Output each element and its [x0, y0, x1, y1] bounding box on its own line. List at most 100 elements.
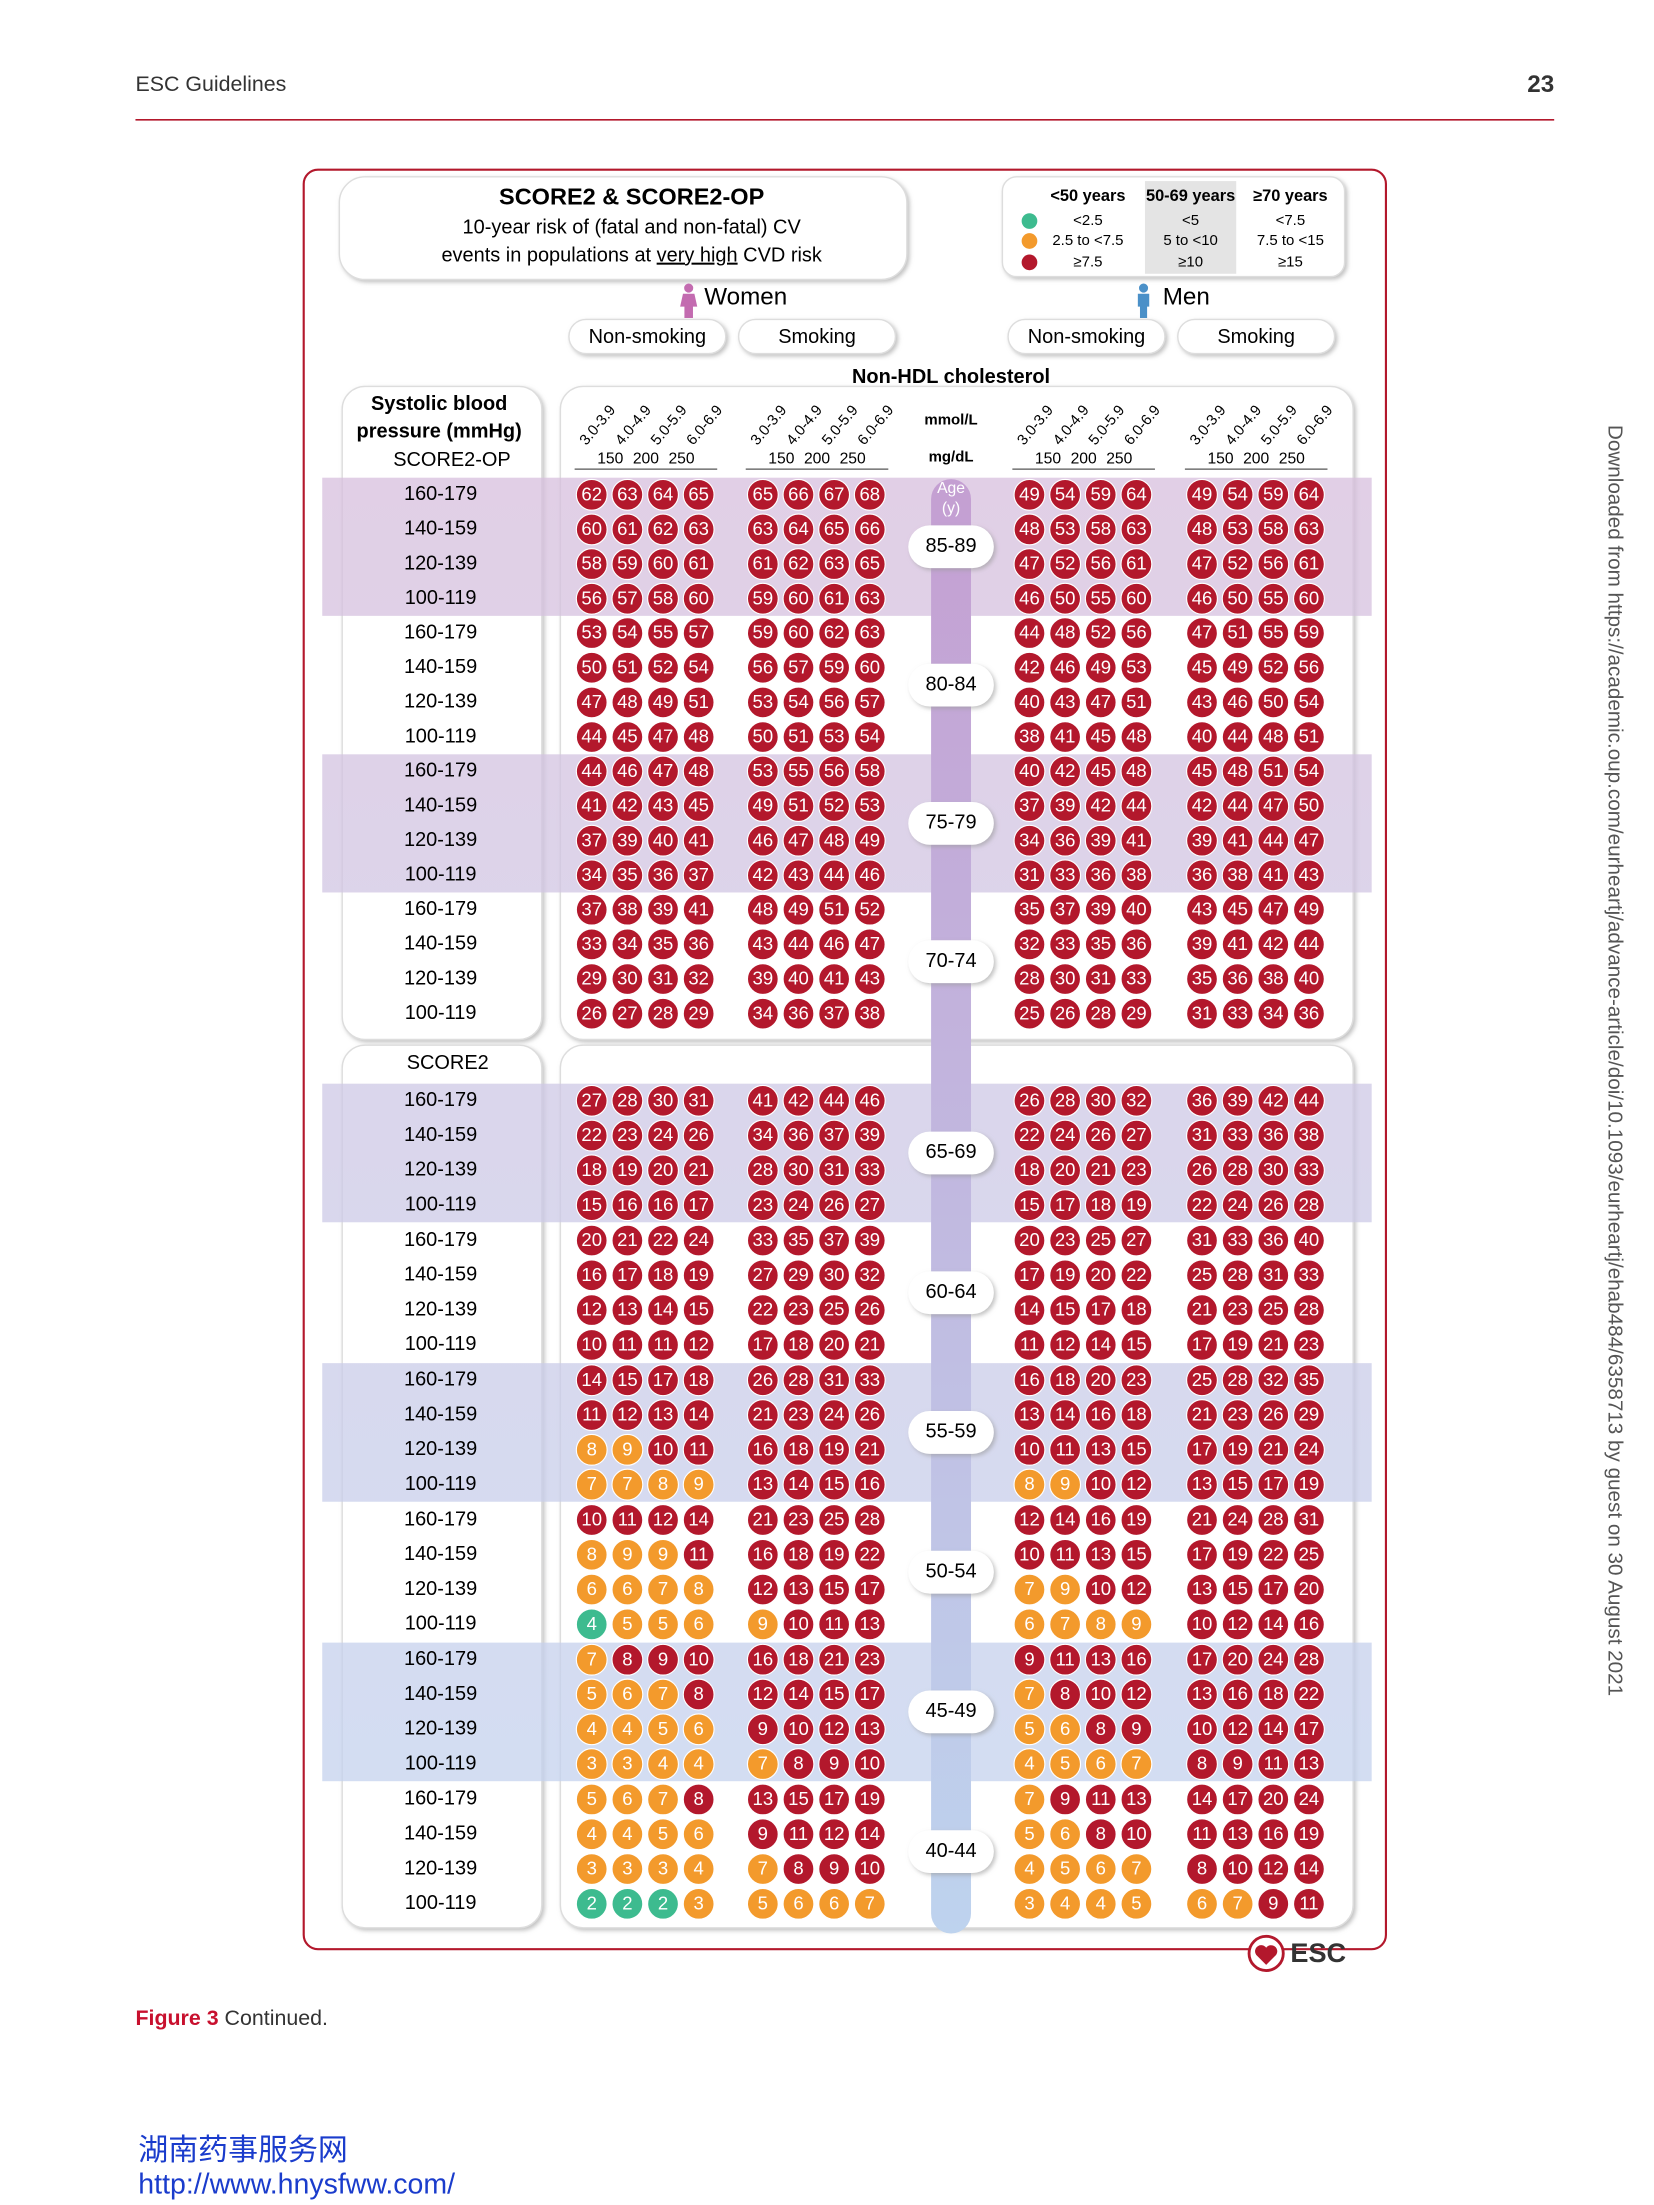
risk-circle	[782, 1608, 815, 1641]
risk-circle	[647, 1154, 679, 1187]
risk-value: 13	[859, 1613, 880, 1634]
risk-value: 43	[1192, 898, 1213, 919]
risk-value: 54	[1055, 483, 1076, 504]
risk-circle	[1049, 721, 1082, 754]
risk-circle	[818, 617, 851, 650]
risk-value: 10	[1090, 1683, 1111, 1704]
risk-value: 16	[1227, 1683, 1248, 1704]
risk-value: 36	[1192, 864, 1213, 885]
age-header: Age	[937, 480, 965, 497]
risk-value: 18	[788, 1334, 809, 1355]
risk-circle	[782, 548, 815, 581]
risk-value: 26	[581, 1002, 602, 1023]
legend-label: <7.5	[1276, 212, 1306, 229]
risk-circle	[647, 1853, 679, 1886]
risk-value: 30	[824, 1264, 845, 1285]
risk-value: 10	[1019, 1438, 1040, 1459]
risk-value: 2	[587, 1892, 597, 1913]
risk-value: 18	[1263, 1683, 1284, 1704]
risk-circle	[1120, 928, 1153, 961]
risk-value: 11	[653, 1334, 672, 1355]
risk-circle	[1292, 1364, 1325, 1397]
risk-value: 24	[1299, 1438, 1320, 1459]
risk-circle	[1292, 1504, 1325, 1536]
risk-value: 34	[753, 1124, 774, 1145]
risk-value: 17	[1192, 1648, 1213, 1669]
risk-circle	[1292, 859, 1325, 892]
risk-circle	[1084, 1748, 1117, 1781]
risk-circle	[746, 1294, 779, 1327]
risk-value: 47	[1263, 898, 1284, 919]
risk-circle	[1084, 1364, 1117, 1397]
risk-circle	[818, 1818, 851, 1851]
risk-circle	[1120, 1818, 1153, 1851]
risk-value: 7	[1024, 1683, 1034, 1704]
risk-value: 60	[1126, 587, 1147, 608]
risk-value: 11	[1056, 1543, 1075, 1564]
risk-value: 56	[1299, 656, 1320, 677]
risk-value: 36	[653, 864, 674, 885]
age-label: 70-74	[926, 950, 977, 972]
risk-circle	[611, 1399, 644, 1432]
risk-value: 45	[617, 726, 638, 747]
title-box	[338, 176, 908, 281]
risk-value: 22	[1019, 1124, 1040, 1145]
risk-value: 38	[1299, 1124, 1320, 1145]
risk-circle	[647, 1678, 679, 1711]
risk-circle	[1013, 1154, 1046, 1187]
risk-value: 45	[1090, 726, 1111, 747]
risk-value: 31	[653, 968, 674, 989]
risk-circle	[782, 859, 815, 892]
risk-circle	[1292, 1468, 1325, 1501]
risk-circle	[575, 928, 608, 961]
risk-value: 49	[1227, 656, 1248, 677]
age-pill	[908, 1830, 994, 1874]
risk-circle	[818, 1468, 851, 1501]
risk-circle	[1013, 1643, 1046, 1676]
risk-circle	[1120, 1084, 1153, 1117]
risk-circle	[1257, 1713, 1290, 1746]
risk-circle	[682, 1294, 715, 1327]
risk-circle	[1186, 928, 1218, 961]
risk-value: 28	[1227, 1369, 1248, 1390]
risk-circle	[853, 1259, 886, 1292]
risk-circle	[575, 893, 608, 926]
risk-circle	[1049, 859, 1082, 892]
risk-value: 6	[1060, 1718, 1070, 1739]
risk-circle	[1186, 1818, 1218, 1851]
risk-value: 46	[859, 864, 880, 885]
risk-circle	[1186, 1433, 1218, 1466]
risk-circle	[575, 1504, 608, 1536]
risk-value: 63	[824, 553, 845, 574]
risk-value: 21	[1090, 1159, 1111, 1180]
risk-value: 9	[758, 1613, 768, 1634]
risk-circle	[1186, 1608, 1218, 1641]
risk-circle	[1221, 790, 1254, 823]
risk-value: 13	[1192, 1578, 1213, 1599]
risk-value: 28	[753, 1159, 774, 1180]
risk-circle	[611, 1119, 644, 1152]
risk-value: 47	[1019, 553, 1040, 574]
risk-circle	[782, 824, 815, 857]
risk-value: 21	[753, 1404, 774, 1425]
risk-circle	[1049, 893, 1082, 926]
risk-value: 53	[753, 691, 774, 712]
sbp-label: 120-139	[404, 967, 477, 989]
risk-circle	[746, 1119, 779, 1152]
risk-value: 12	[1126, 1578, 1147, 1599]
risk-circle	[782, 1468, 815, 1501]
risk-circle	[1257, 582, 1290, 615]
risk-circle	[853, 1504, 886, 1536]
risk-circle	[1120, 1853, 1153, 1886]
risk-circle	[1049, 1084, 1082, 1117]
risk-circle	[1049, 824, 1082, 857]
risk-value: 46	[1055, 656, 1076, 677]
risk-value: 13	[753, 1788, 774, 1809]
risk-value: 36	[1055, 829, 1076, 850]
risk-value: 63	[1126, 518, 1147, 539]
risk-value: 10	[859, 1858, 880, 1879]
risk-value: 14	[1055, 1509, 1076, 1530]
legend-highlight	[1144, 181, 1237, 274]
risk-circle	[1120, 548, 1153, 581]
risk-value: 12	[653, 1509, 674, 1530]
